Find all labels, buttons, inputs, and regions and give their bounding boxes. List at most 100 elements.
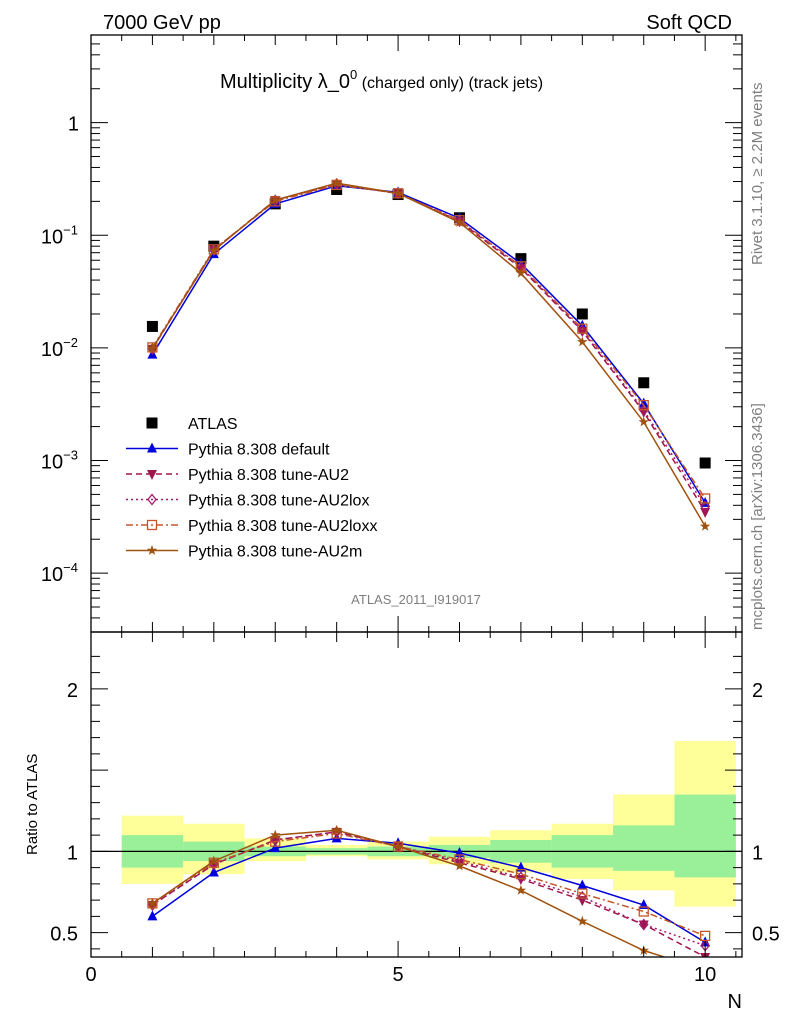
ratio-point — [147, 910, 158, 921]
legend-entry: Pythia 8.308 tune-AU2lox — [126, 493, 369, 510]
title-sub: (charged only) (track jets) — [357, 75, 543, 92]
main-y-tick-label: 10−3 — [41, 447, 78, 473]
main-y-tick-label-base: 10 — [41, 339, 63, 361]
data-point — [699, 457, 711, 469]
main-y-tick-label-base: 10 — [41, 226, 63, 248]
ratio-point — [270, 829, 281, 840]
legend: ATLAS Pythia 8.308 default Pythia 8.308 tu… — [126, 416, 377, 561]
legend-marker — [146, 417, 158, 429]
header-left: 7000 GeV pp — [103, 12, 221, 34]
ratio-point — [515, 875, 526, 885]
data-point — [454, 216, 465, 227]
data-point — [576, 308, 588, 320]
data-point — [147, 342, 158, 353]
ratio-line — [151, 829, 667, 957]
legend-marker — [147, 442, 157, 453]
main-y-tick-label-base: 10 — [41, 564, 63, 586]
ratio-series-group — [147, 824, 711, 957]
data-point — [577, 327, 588, 338]
legend-marker — [146, 545, 158, 555]
data-point — [700, 507, 711, 518]
watermark: ATLAS_2011_I919017 — [351, 592, 481, 607]
plot-title: Multiplicity λ_00 (charged only) (track … — [220, 67, 543, 93]
legend-label: Pythia 8.308 tune-AU2lox — [188, 493, 369, 510]
side-label-bottom: mcplots.cern.ch [arXiv:1306.3436] — [749, 403, 766, 630]
data-point — [638, 400, 649, 411]
title-main: Multiplicity λ_0 — [220, 71, 350, 93]
data-point — [577, 323, 588, 334]
main-y-tick-label-exp: −1 — [63, 222, 78, 237]
main-y-tick-label: 10−2 — [41, 335, 78, 361]
legend-entry: Pythia 8.308 tune-AU2 — [126, 467, 349, 484]
band-inner — [674, 794, 736, 878]
data-point — [577, 324, 588, 337]
main-y-tick-label-exp: −3 — [63, 447, 78, 462]
uncertainty-bands — [121, 740, 736, 907]
ratio-y-tick-label: 2 — [67, 680, 78, 702]
data-point — [270, 194, 281, 205]
ratio-plot-panel: 0.5 0.5 1 1 2 2 0 5 10 — [50, 631, 780, 986]
main-y-tick-label-base: 10 — [41, 451, 63, 473]
ratio-y-tick-label-right: 1 — [752, 842, 763, 864]
data-point — [392, 187, 404, 198]
data-point — [454, 214, 465, 227]
ratio-y-tick-label-right: 0.5 — [752, 924, 780, 946]
ratio-point — [638, 918, 649, 931]
x-axis-label: N — [728, 991, 742, 1013]
main-x-ticks — [90, 35, 737, 632]
data-point — [331, 177, 342, 188]
legend-label: ATLAS — [188, 416, 238, 433]
ratio-point — [577, 915, 588, 926]
series-line — [151, 185, 706, 504]
ratio-series-5 — [147, 824, 667, 957]
data-point — [699, 520, 711, 531]
legend-label: Pythia 8.308 default — [188, 442, 330, 459]
data-point — [147, 342, 158, 353]
data-point — [577, 336, 588, 347]
series-line — [151, 182, 706, 527]
ratio-point — [577, 890, 588, 903]
main-y-tick-label: 10−4 — [41, 560, 78, 586]
main-y-ticks — [91, 34, 742, 633]
legend-label: Pythia 8.308 tune-AU2 — [188, 467, 349, 484]
series-pythia-3 — [147, 177, 710, 513]
x-tick-label: 10 — [694, 964, 716, 986]
legend-entry: Pythia 8.308 tune-AU2loxx — [126, 518, 377, 535]
title-sup: 0 — [350, 67, 357, 82]
ratio-line — [151, 837, 706, 944]
ratio-point — [700, 930, 711, 942]
data-point — [146, 320, 158, 332]
main-y-tick-label-exp: −4 — [63, 560, 78, 575]
data-point — [700, 493, 711, 504]
main-y-tick-label: 1 — [68, 114, 79, 136]
ratio-y-axis-label: Ratio to ATLAS — [24, 754, 41, 855]
legend-entry: ATLAS — [146, 416, 238, 433]
ratio-point — [270, 842, 281, 853]
ratio-point — [147, 897, 158, 908]
legend-entry: Pythia 8.308 default — [126, 442, 330, 459]
header-right: Soft QCD — [646, 12, 732, 34]
data-point — [208, 245, 220, 256]
legend-label: Pythia 8.308 tune-AU2m — [188, 544, 362, 561]
legend-marker — [147, 470, 157, 480]
series-pythia-5 — [147, 177, 711, 531]
main-y-tick-label-exp: −2 — [63, 335, 78, 350]
legend-label: Pythia 8.308 tune-AU2loxx — [188, 518, 377, 535]
ratio-point — [515, 884, 527, 895]
main-plot-frame — [90, 34, 743, 633]
data-point — [638, 377, 650, 389]
ratio-y-tick-label-right: 2 — [752, 680, 763, 702]
ratio-point — [331, 824, 342, 835]
ratio-y-tick-label: 1 — [67, 842, 78, 864]
data-point — [515, 267, 527, 278]
data-point — [700, 500, 710, 513]
main-series-group — [146, 177, 711, 531]
ratio-point — [577, 879, 588, 890]
ratio-line — [151, 832, 706, 937]
ratio-point — [515, 868, 527, 880]
ratio-point — [454, 860, 465, 871]
ratio-point — [208, 866, 219, 877]
data-point — [638, 404, 649, 417]
legend-marker — [146, 519, 158, 531]
